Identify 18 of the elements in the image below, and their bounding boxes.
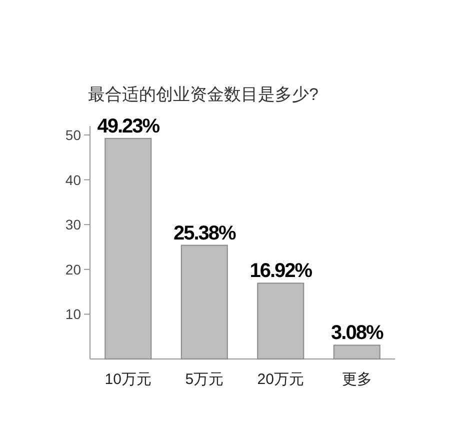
y-tick-label: 50: [65, 126, 82, 143]
bar: [104, 138, 152, 360]
bar: [333, 344, 380, 360]
chart-title: 最合适的创业资金数目是多少?: [88, 85, 318, 104]
data-label: 49.23%: [97, 115, 160, 138]
y-tick-label: 10: [65, 306, 82, 322]
x-tick-label: 20万元: [257, 371, 304, 388]
x-tick-label: 更多: [342, 371, 372, 388]
bar: [257, 282, 304, 360]
bar: [180, 244, 228, 360]
y-tick-label: 20: [65, 261, 82, 278]
y-tick-label: 30: [65, 216, 82, 233]
x-tick-label: 10万元: [104, 371, 152, 388]
y-tick-label: 40: [65, 172, 82, 188]
data-label: 16.92%: [250, 260, 313, 282]
data-label: 3.08%: [331, 322, 384, 344]
x-tick-label: 5万元: [185, 371, 224, 388]
data-label: 25.38%: [173, 222, 236, 244]
